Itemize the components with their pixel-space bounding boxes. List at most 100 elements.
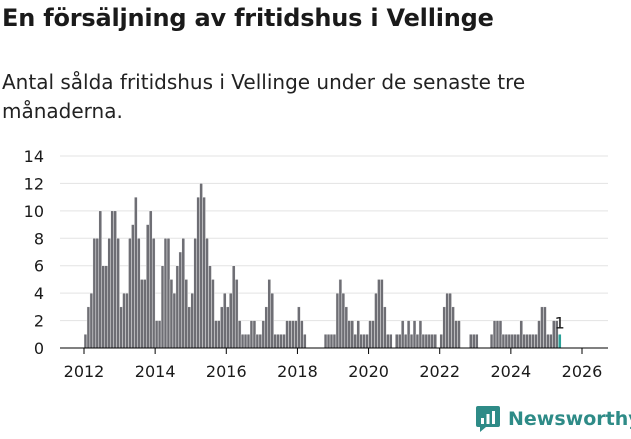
bar: [457, 320, 461, 349]
bar: [240, 334, 245, 349]
y-tick-label: 4: [34, 284, 44, 303]
bar: [341, 292, 346, 349]
brand-logo: Newsworthy: [474, 405, 631, 433]
bar: [489, 334, 494, 349]
bar: [83, 334, 88, 349]
bar: [131, 224, 135, 349]
bar: [279, 334, 283, 349]
bar: [294, 320, 298, 349]
y-tick-label: 6: [34, 257, 44, 276]
bar: [344, 306, 349, 349]
bar: [249, 320, 254, 349]
bar: [495, 320, 500, 349]
bar: [154, 320, 159, 349]
bar: [128, 238, 132, 349]
bar: [273, 334, 277, 349]
bar: [359, 334, 363, 349]
bar: [525, 334, 529, 349]
bar: [380, 279, 384, 349]
x-tick-label: 2026: [562, 362, 603, 381]
bar: [243, 334, 248, 349]
bar: [350, 320, 354, 349]
bar: [169, 279, 174, 349]
bar: [160, 265, 165, 349]
bar: [412, 320, 417, 349]
bar: [116, 238, 120, 349]
x-tick-label: 2020: [348, 362, 389, 381]
bar: [163, 238, 168, 349]
bar: [285, 320, 289, 349]
y-tick-label: 10: [24, 202, 44, 221]
bar: [229, 292, 233, 349]
bar: [246, 334, 251, 349]
bar: [101, 265, 105, 349]
bar: [98, 210, 102, 349]
bar: [303, 334, 307, 349]
bar: [107, 238, 111, 349]
y-tick-label: 14: [24, 147, 44, 166]
bar: [472, 334, 476, 349]
x-tick-label: 2022: [419, 362, 460, 381]
bar: [415, 334, 420, 349]
newsworthy-logo-icon: [476, 406, 500, 432]
bars: [83, 183, 562, 349]
bar: [258, 334, 263, 349]
bar: [386, 334, 390, 349]
bar: [522, 334, 526, 349]
bar: [300, 320, 304, 349]
bar: [104, 265, 108, 349]
bar: [353, 334, 357, 349]
bar: [276, 334, 280, 349]
x-tick-label: 2024: [490, 362, 531, 381]
bar: [531, 334, 535, 349]
bar: [208, 265, 212, 349]
bar: [288, 320, 292, 349]
bar: [255, 334, 260, 349]
bar: [549, 334, 553, 349]
bar: [217, 320, 221, 349]
x-tick-label: 2018: [277, 362, 318, 381]
bar: [537, 320, 541, 349]
bar: [383, 306, 387, 349]
bar: [172, 292, 177, 349]
y-tick-label: 8: [34, 229, 44, 248]
bar: [211, 279, 215, 349]
y-tick-label: 2: [34, 312, 44, 331]
bar: [442, 306, 446, 349]
bar: [430, 334, 434, 349]
chart-subtitle: Antal sålda fritidshus i Vellinge under …: [2, 70, 526, 123]
bar: [368, 320, 372, 349]
bar: [95, 238, 100, 349]
bar: [347, 320, 351, 349]
bar: [400, 320, 405, 349]
bar: [196, 196, 200, 349]
bar: [406, 320, 411, 349]
chart-title: En försäljning av fritidshus i Vellinge: [2, 4, 494, 32]
bar: [214, 320, 218, 349]
bar: [190, 292, 194, 349]
y-tick-label: 0: [34, 339, 44, 358]
bar: [365, 334, 369, 349]
bar: [507, 334, 512, 349]
bar: [335, 292, 340, 349]
bar: [270, 292, 274, 349]
bar: [89, 292, 94, 349]
bar: [421, 334, 426, 349]
x-tick-label: 2012: [64, 362, 105, 381]
bar: [122, 292, 126, 349]
bar: [558, 334, 562, 349]
bar: [492, 320, 497, 349]
bar: [291, 320, 295, 349]
bar: [338, 279, 343, 349]
bar: [332, 334, 337, 349]
bar: [220, 306, 224, 349]
bar: [187, 306, 191, 349]
bar: [146, 224, 150, 349]
bar: [371, 320, 375, 349]
bar: [513, 334, 517, 349]
bar: [181, 238, 185, 349]
last-value-label: 1: [555, 313, 565, 332]
bar: [389, 334, 393, 349]
bar: [540, 306, 544, 349]
